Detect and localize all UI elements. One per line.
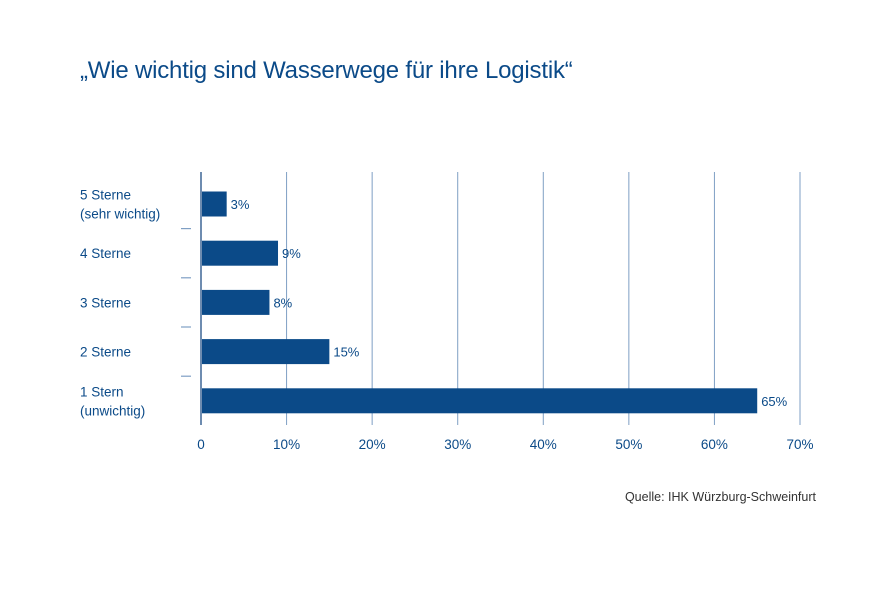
bar-value-label: 15%	[333, 345, 359, 360]
bar-value-label: 3%	[231, 197, 250, 212]
bar-value-label: 65%	[761, 394, 787, 409]
x-tick-label: 60%	[701, 437, 728, 452]
x-tick-label: 70%	[786, 437, 813, 452]
x-tick-label: 40%	[530, 437, 557, 452]
x-tick-label: 20%	[359, 437, 386, 452]
category-label: (sehr wichtig)	[80, 207, 160, 222]
bar	[202, 388, 758, 414]
category-labels: 5 Sterne (sehr wichtig) 4 Sterne 3 Sterne 2 …	[80, 188, 160, 419]
bar	[202, 289, 270, 315]
bar	[202, 191, 227, 217]
category-label: 5 Sterne	[80, 188, 131, 203]
source-note: Quelle: IHK Würzburg-Schweinfurt	[624, 490, 816, 504]
category-separators	[181, 228, 191, 377]
category-label: 3 Sterne	[80, 295, 131, 310]
x-tick-label: 10%	[273, 437, 300, 452]
gridlines	[200, 172, 801, 425]
category-label: 1 Stern	[80, 384, 124, 399]
chart-title: „Wie wichtig sind Wasserwege für ihre Lo…	[80, 57, 573, 84]
x-tick-label: 30%	[444, 437, 471, 452]
bars	[202, 191, 758, 414]
x-axis-tick-labels: 0 10% 20% 30% 40% 50% 60% 70%	[197, 437, 813, 452]
bar-value-label: 9%	[282, 246, 301, 261]
bar	[202, 339, 330, 365]
bar-value-labels: 3% 9% 8% 15% 65%	[231, 197, 788, 409]
category-label: 2 Sterne	[80, 345, 131, 360]
category-label: 4 Sterne	[80, 246, 131, 261]
bar	[202, 240, 279, 266]
x-tick-label: 0	[197, 437, 205, 452]
x-tick-label: 50%	[615, 437, 642, 452]
category-label: (unwichtig)	[80, 403, 145, 418]
bar-value-label: 8%	[273, 295, 292, 310]
